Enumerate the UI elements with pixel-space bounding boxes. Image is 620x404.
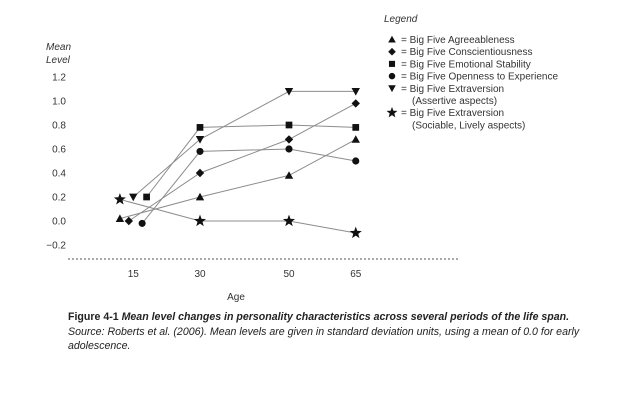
- series-markers: [113, 88, 362, 239]
- y-tick-label: −0.2: [46, 241, 66, 252]
- data-point-star: [282, 214, 296, 227]
- data-point-triangle-down: [195, 136, 205, 144]
- data-point-triangle-down: [351, 88, 360, 96]
- data-point-triangle-up: [115, 214, 125, 222]
- data-point-diamond: [351, 99, 360, 108]
- x-tick-labels: 15 30 50 65: [128, 269, 362, 280]
- x-tick-label: 30: [194, 269, 206, 280]
- series-line-4: [141, 148, 356, 224]
- y-tick-label: 0.4: [52, 169, 66, 180]
- y-tick-label: 0.2: [52, 193, 66, 204]
- x-axis-label: Age: [227, 292, 245, 303]
- series-line-2: [128, 102, 356, 222]
- data-point-diamond: [284, 135, 294, 144]
- data-point-circle: [138, 219, 146, 227]
- caption-title: Mean level changes in personality charac…: [121, 311, 570, 323]
- legend-marker-triangle-down: [388, 85, 396, 93]
- data-point-circle: [285, 145, 293, 153]
- series-line-1: [119, 138, 356, 220]
- data-point-square: [285, 121, 293, 129]
- legend-entry: = Big Five Agreeableness: [401, 35, 515, 46]
- data-point-star: [193, 214, 207, 227]
- x-tick-label: 15: [128, 269, 140, 280]
- data-point-circle: [196, 147, 204, 155]
- series-line-6: [119, 198, 356, 234]
- y-tick-label: 1.0: [52, 97, 66, 108]
- data-point-triangle-down: [129, 193, 138, 202]
- caption-figure-label: Figure 4-1: [68, 311, 119, 323]
- data-point-diamond: [195, 168, 205, 178]
- legend-marker-diamond: [388, 47, 396, 56]
- y-tick-label: 0.6: [52, 145, 66, 156]
- series-line-3: [146, 124, 356, 198]
- x-tick-label: 50: [283, 269, 295, 280]
- legend-entry: = Big Five Extraversion: [401, 84, 504, 95]
- legend-title: Legend: [384, 14, 418, 25]
- data-point-circle: [352, 157, 360, 165]
- legend-entry-detail: (Sociable, Lively aspects): [412, 120, 525, 131]
- data-point-triangle-up: [284, 171, 294, 179]
- x-tick-label: 65: [350, 269, 362, 280]
- y-tick-label: 0.0: [52, 217, 66, 228]
- data-point-square: [352, 124, 360, 131]
- y-axis-label-line2: Level: [46, 55, 71, 66]
- figure-caption: Figure 4-1 Mean level changes in persona…: [68, 310, 598, 354]
- y-tick-label: 1.2: [52, 73, 66, 84]
- legend-marker-triangle-up: [388, 35, 396, 43]
- data-point-triangle-up: [195, 192, 205, 201]
- data-point-square: [143, 193, 150, 201]
- legend-marker-square: [388, 60, 396, 67]
- legend-entry: = Big Five Conscientiousness: [401, 47, 532, 58]
- legend: = Big Five Agreeableness= Big Five Consc…: [386, 35, 558, 131]
- data-point-star: [349, 226, 362, 239]
- legend-entry: = Big Five Openness to Experience: [401, 72, 558, 83]
- data-point-triangle-down: [284, 88, 294, 96]
- series-line-5: [132, 90, 356, 198]
- y-tick-label: 0.8: [52, 121, 66, 132]
- caption-source: Source: Roberts et al. (2006). Mean leve…: [68, 325, 580, 353]
- legend-marker-circle: [388, 72, 396, 80]
- data-point-triangle-up: [351, 135, 360, 143]
- data-point-diamond: [124, 216, 133, 226]
- legend-entry: = Big Five Extraversion: [401, 108, 504, 119]
- legend-entry: = Big Five Emotional Stability: [401, 59, 531, 70]
- y-axis-label-line1: Mean: [46, 42, 71, 53]
- legend-entry-detail: (Assertive aspects): [412, 96, 497, 107]
- data-point-square: [196, 124, 204, 131]
- y-tick-labels: 1.2 1.0 0.8 0.6 0.4 0.2 0.0 −0.2: [46, 73, 66, 252]
- mean-level-chart: Mean Level 1.2 1.0 0.8 0.6 0.4 0.2 0.0 −0.2 15 3…: [46, 14, 558, 303]
- legend-marker-star: [386, 106, 398, 118]
- data-point-star: [113, 193, 126, 205]
- series-lines: [119, 90, 356, 234]
